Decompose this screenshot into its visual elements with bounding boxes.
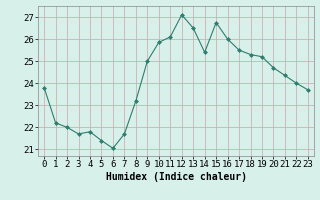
X-axis label: Humidex (Indice chaleur): Humidex (Indice chaleur) — [106, 172, 246, 182]
